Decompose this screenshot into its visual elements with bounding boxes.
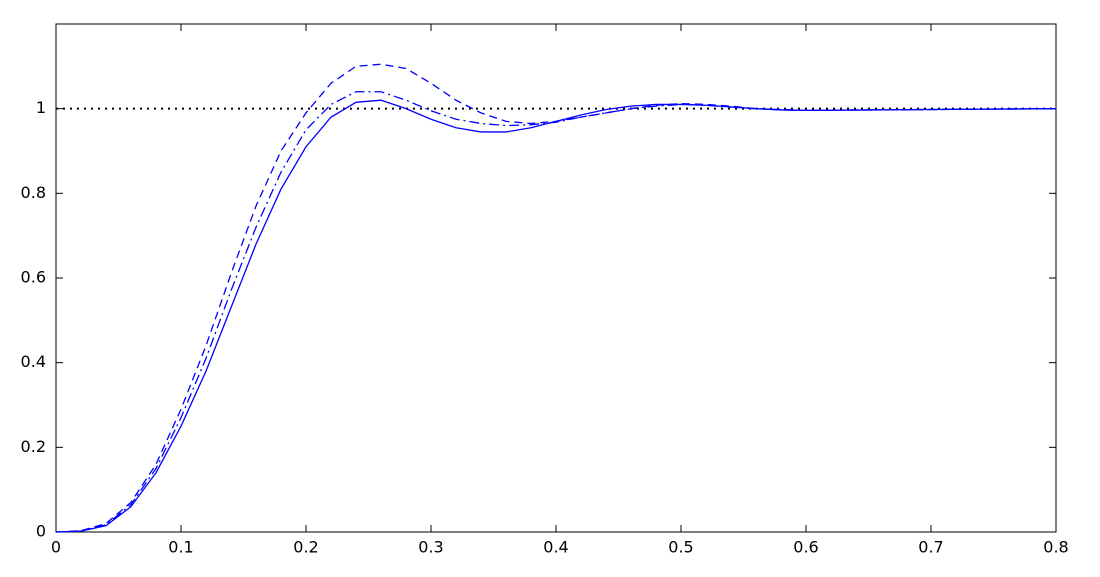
x-tick-label: 0 xyxy=(51,538,61,557)
x-tick-label: 0.6 xyxy=(793,538,818,557)
y-tick-label: 1 xyxy=(36,98,46,117)
series-line xyxy=(55,99,1057,533)
x-tick-label: 0.1 xyxy=(168,538,193,557)
series-line xyxy=(55,63,1057,533)
y-tick-label: 0.4 xyxy=(21,352,46,371)
x-tick-label: 0.3 xyxy=(418,538,443,557)
x-tick-label: 0.4 xyxy=(543,538,568,557)
y-tick-label: 0.8 xyxy=(21,183,46,202)
y-tick-label: 0 xyxy=(36,522,46,541)
y-tick-label: 0.6 xyxy=(21,268,46,287)
series-line xyxy=(55,91,1057,533)
x-tick-label: 0.5 xyxy=(668,538,693,557)
y-tick-label: 0.2 xyxy=(21,437,46,456)
plot-frame xyxy=(55,23,1057,533)
x-tick-label: 0.2 xyxy=(293,538,318,557)
x-tick-label: 0.7 xyxy=(918,538,943,557)
x-tick-label: 0.8 xyxy=(1043,538,1068,557)
